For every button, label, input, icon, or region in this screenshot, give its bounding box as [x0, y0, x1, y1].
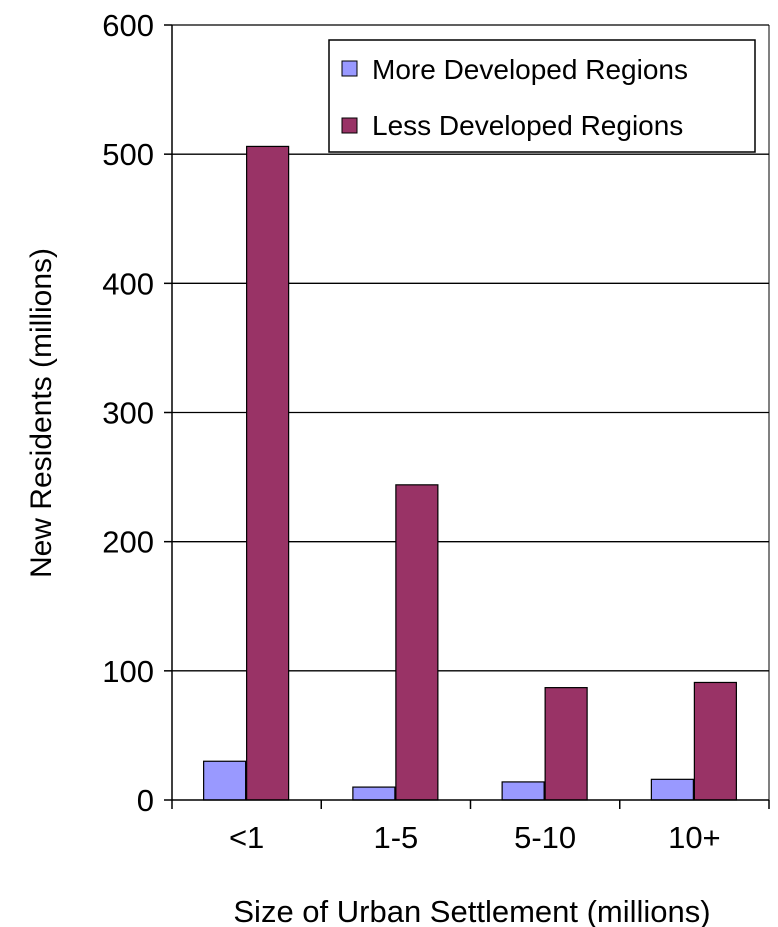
- x-axis-title: Size of Urban Settlement (millions): [233, 894, 710, 927]
- y-tick-label: 100: [102, 654, 154, 689]
- legend-box: [328, 39, 756, 153]
- legend-swatch-less-developed: [341, 117, 358, 134]
- legend-label-more-developed: More Developed Regions: [372, 54, 688, 85]
- bar-more-developed: [650, 778, 694, 801]
- bar-more-developed: [203, 760, 247, 801]
- y-tick-label: 500: [102, 137, 154, 172]
- x-tick-label: 5-10: [514, 820, 576, 855]
- bar-less-developed: [395, 484, 439, 801]
- y-axis-title: New Residents (millions): [25, 248, 58, 578]
- legend: More Developed Regions Less Developed Re…: [328, 39, 756, 153]
- bar-more-developed: [352, 786, 396, 801]
- axes: [164, 24, 770, 809]
- x-tick-label: 1-5: [373, 820, 418, 855]
- x-tick-label: <1: [229, 820, 264, 855]
- bar-more-developed: [501, 781, 545, 801]
- y-tick-label: 200: [102, 525, 154, 560]
- bars: [203, 145, 737, 801]
- y-tick-label: 600: [102, 8, 154, 43]
- y-tick-label: 400: [102, 266, 154, 301]
- bar-less-developed: [544, 687, 588, 801]
- bar-less-developed: [693, 681, 737, 801]
- legend-swatch-more-developed: [341, 60, 358, 77]
- bar-less-developed: [246, 145, 290, 801]
- x-tick-labels: <1 1-5 5-10 10+: [229, 820, 721, 855]
- y-tick-label: 0: [137, 783, 154, 818]
- legend-label-less-developed: Less Developed Regions: [372, 110, 683, 141]
- y-tick-label: 300: [102, 396, 154, 431]
- x-tick-label: 10+: [668, 820, 721, 855]
- y-tick-labels: 0 100 200 300 400 500 600: [102, 8, 154, 818]
